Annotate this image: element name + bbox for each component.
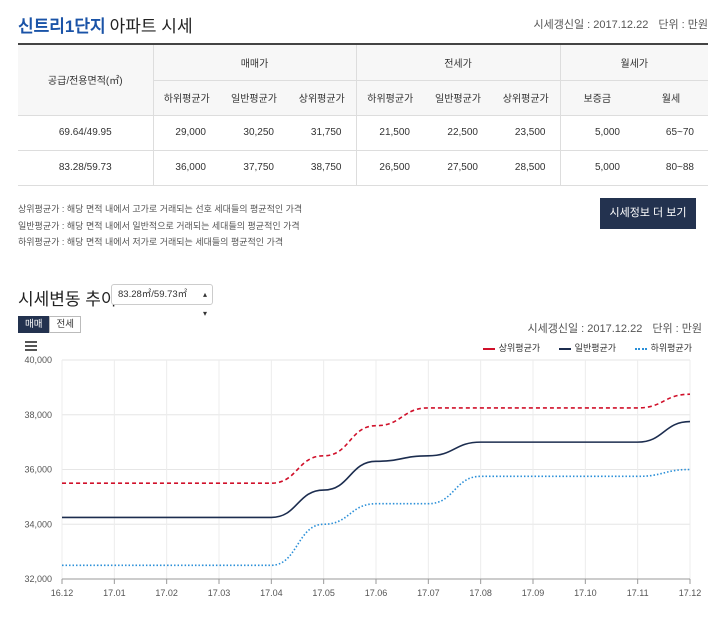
complex-name: 신트리1단지 (18, 17, 106, 36)
chart-menu-icon[interactable] (25, 341, 37, 351)
series-upper-line (62, 393, 691, 484)
legend-label-normal: 일반평균가 (574, 343, 617, 353)
table-cell: 31,750 (288, 115, 356, 151)
table-cell: 5,000 (559, 150, 634, 186)
trend-title: 시세변동 추이 (18, 290, 117, 309)
table-cell: 5,000 (559, 115, 634, 151)
x-tick-label: 17.11 (627, 588, 649, 598)
table-cell: 27,500 (424, 150, 492, 186)
table-cell: 37,750 (220, 150, 288, 186)
x-tick-label: 17.10 (574, 588, 597, 598)
area-header: 공급/전용면적(㎡) (18, 43, 153, 116)
table-cell: 22,500 (424, 115, 492, 151)
table-row: 69.64/49.95 29,000 30,250 31,750 21,500 … (18, 115, 708, 151)
trade-type-tabs: 매매 전세 (18, 314, 81, 333)
note-lower: 하위평균가 : 해당 면적 내에서 저가로 거래되는 세대들의 평균적인 가격 (18, 237, 284, 247)
y-tick-label: 38,000 (24, 410, 52, 420)
page-title: 신트리1단지 아파트 시세 (18, 12, 193, 37)
x-tick-label: 17.02 (155, 588, 178, 598)
table-cell: 26,500 (355, 150, 424, 186)
table-cell: 29,000 (152, 115, 220, 151)
legend-item-upper[interactable]: 상위평균가 (482, 341, 541, 354)
table-cell: 28,500 (492, 150, 560, 186)
area-select[interactable]: 83.28㎡/59.73㎡ ▴ ▾ (111, 284, 213, 318)
x-tick-label: 17.09 (522, 588, 545, 598)
subheader-monthly: 월세 (634, 80, 708, 116)
y-tick-label: 40,000 (24, 355, 52, 365)
table-cell: 36,000 (152, 150, 220, 186)
x-tick-label: 17.05 (312, 588, 335, 598)
table-cell: 80~88 (634, 150, 708, 186)
table-cell: 30,250 (220, 115, 288, 151)
x-tick-label: 17.06 (365, 588, 388, 598)
note-normal: 일반평균가 : 해당 면적 내에서 일반적으로 거래되는 세대들의 평균적인 가… (18, 220, 300, 231)
x-tick-label: 17.03 (208, 588, 231, 598)
tab-jeonse[interactable]: 전세 (49, 316, 81, 333)
note-upper: 상위평균가 : 해당 면적 내에서 고가로 거래되는 선호 세대들의 평균적인 … (18, 204, 303, 214)
legend-label-upper: 상위평균가 (498, 343, 541, 353)
subheader-sale-high: 상위평균가 (288, 80, 356, 116)
x-tick-label: 16.12 (51, 588, 74, 598)
chart-legend: 상위평균가 일반평균가 하위평균가 (467, 341, 692, 354)
legend-swatch-normal (558, 347, 571, 350)
y-tick-label: 36,000 (24, 465, 52, 475)
x-tick-label: 17.12 (679, 588, 702, 598)
legend-item-lower[interactable]: 하위평균가 (634, 341, 692, 354)
update-info: 시세갱신일 : 2017.12.22 단위 : 만원 (534, 16, 708, 32)
table-cell: 21,500 (355, 115, 424, 151)
subheader-jeonse-low: 하위평균가 (355, 80, 424, 116)
select-arrow-icon: ▴ ▾ (202, 290, 207, 318)
subheader-sale-low: 하위평균가 (152, 80, 220, 116)
subheader-jeonse-high: 상위평균가 (492, 80, 560, 116)
series-normal-line (61, 420, 691, 519)
unit-label: 단위 : 만원 (658, 19, 708, 31)
legend-item-normal[interactable]: 일반평균가 (558, 341, 617, 354)
trend-update-info: 시세갱신일 : 2017.12.22 단위 : 만원 (528, 320, 702, 336)
tab-sale[interactable]: 매매 (18, 316, 50, 333)
update-date: 시세갱신일 : 2017.12.22 (533, 19, 649, 31)
page-header: 신트리1단지 아파트 시세 시세갱신일 : 2017.12.22 단위 : 만원 (18, 12, 708, 37)
area-cell: 83.28/59.73 (18, 150, 153, 186)
monthly-group-header: 월세가 (559, 43, 708, 81)
area-cell: 69.64/49.95 (18, 115, 153, 151)
x-tick-label: 17.01 (103, 588, 126, 598)
title-suffix: 아파트 시세 (109, 17, 193, 36)
subheader-jeonse-mid: 일반평균가 (424, 80, 492, 116)
series-lower-line (61, 468, 691, 567)
table-cell: 38,750 (288, 150, 356, 186)
y-tick-label: 34,000 (24, 519, 52, 529)
trend-unit-label: 단위 : 만원 (652, 323, 702, 335)
x-tick-label: 17.04 (260, 588, 283, 598)
legend-swatch-upper (482, 347, 495, 350)
price-trend-chart: 32,000 34,000 36,000 38,000 40,000 16.12 17.01… (24, 355, 702, 598)
price-notes: 상위평균가 : 해당 면적 내에서 고가로 거래되는 선호 세대들의 평균적인 … (18, 201, 302, 251)
price-table: 공급/전용면적(㎡) 매매가 전세가 월세가 하위평균가 일반평균가 상위평균가… (18, 43, 708, 186)
more-info-button[interactable]: 시세정보 더 보기 (600, 198, 696, 229)
subheader-sale-mid: 일반평균가 (220, 80, 288, 116)
x-tick-label: 17.07 (417, 588, 440, 598)
table-cell: 23,500 (492, 115, 560, 151)
table-row: 83.28/59.73 36,000 37,750 38,750 26,500 … (18, 150, 708, 186)
legend-label-lower: 하위평균가 (650, 343, 692, 353)
area-select-value: 83.28㎡/59.73㎡ (118, 289, 188, 300)
trend-update-date: 시세갱신일 : 2017.12.22 (527, 323, 643, 335)
legend-swatch-lower (634, 347, 647, 350)
jeonse-group-header: 전세가 (355, 43, 560, 81)
subheader-deposit: 보증금 (559, 80, 634, 116)
sale-group-header: 매매가 (152, 43, 356, 81)
y-tick-label: 32,000 (24, 574, 52, 584)
x-tick-label: 17.08 (469, 588, 492, 598)
table-cell: 65~70 (634, 115, 708, 151)
